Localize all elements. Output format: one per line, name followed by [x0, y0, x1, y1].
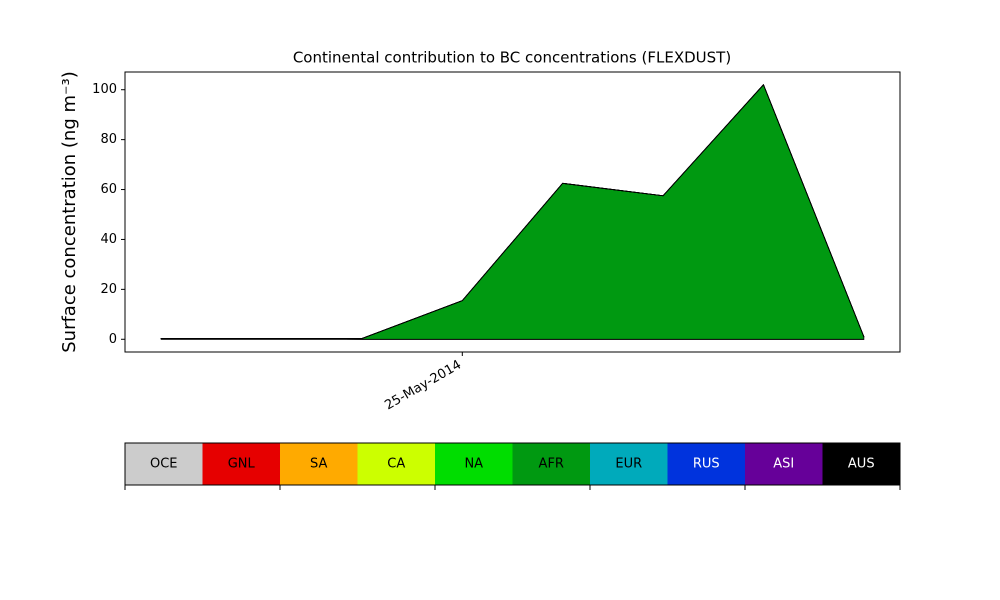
area — [160, 84, 865, 340]
legend-swatch — [280, 443, 358, 485]
legend-label: ASI — [773, 457, 794, 472]
y-tick-label: 80 — [100, 132, 117, 147]
y-tick-label: 100 — [92, 82, 117, 97]
legend-swatch — [435, 443, 513, 485]
legend-swatch — [590, 443, 668, 485]
legend-label: SA — [310, 457, 327, 472]
legend-label: CA — [387, 457, 405, 472]
legend-swatch — [745, 443, 823, 485]
y-tick-label: 0 — [109, 332, 117, 347]
y-tick-label: 20 — [100, 282, 117, 297]
y-axis-label: Surface concentration (ng m⁻³) — [59, 71, 80, 353]
legend-swatch — [357, 443, 435, 485]
plot-frame — [124, 71, 901, 353]
legend-label: NA — [464, 457, 483, 472]
chart-title: Continental contribution to BC concentra… — [293, 49, 731, 67]
legend-label: OCE — [150, 457, 178, 472]
legend-swatch — [822, 443, 900, 485]
legend-swatch — [667, 443, 745, 485]
y-tick-label: 60 — [100, 182, 117, 197]
area — [160, 84, 865, 339]
legend-swatch — [512, 443, 590, 485]
legend-label: EUR — [615, 457, 642, 472]
x-tick-label: 25-May-2014 — [382, 358, 464, 414]
legend-label: GNL — [228, 457, 256, 472]
y-tick-label: 40 — [100, 232, 117, 247]
legend-label: AFR — [539, 457, 564, 472]
legend-label: RUS — [693, 457, 720, 472]
legend-swatch — [125, 443, 203, 485]
legend-label: AUS — [848, 457, 875, 472]
legend-swatch — [202, 443, 280, 485]
legend-frame — [124, 442, 901, 486]
